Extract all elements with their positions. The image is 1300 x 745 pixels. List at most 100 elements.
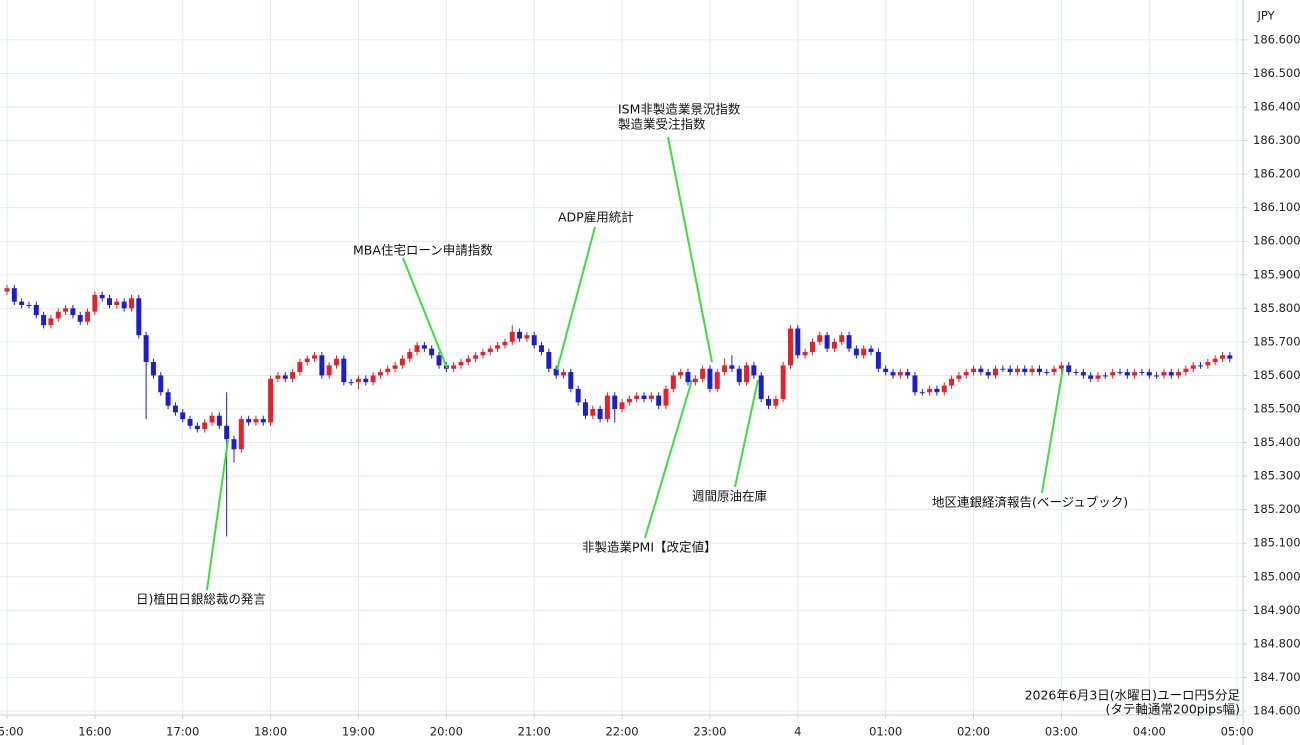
candle-body bbox=[224, 425, 230, 440]
candle-body bbox=[817, 335, 823, 342]
x-tick-label: 15:00 bbox=[0, 725, 24, 739]
candle-body bbox=[414, 345, 420, 352]
candle-body bbox=[319, 355, 325, 376]
candle-body bbox=[1168, 372, 1174, 376]
candle-body bbox=[714, 372, 720, 389]
candle-body bbox=[634, 395, 640, 399]
candle-body bbox=[231, 439, 237, 450]
candle-body bbox=[216, 415, 222, 426]
candle-body bbox=[150, 362, 156, 376]
annotation-text: 地区連銀経済報告(ベージュブック) bbox=[932, 495, 1128, 510]
candle-body bbox=[480, 351, 486, 356]
candle-body bbox=[949, 378, 955, 386]
candle-body bbox=[55, 311, 61, 319]
candle-body bbox=[626, 398, 632, 403]
y-tick-label: 186.400 bbox=[1253, 100, 1300, 114]
candle-body bbox=[136, 298, 142, 336]
annotation-text: 製造業受注指数 bbox=[618, 117, 706, 132]
candle-body bbox=[495, 345, 501, 349]
candle-body bbox=[1022, 368, 1028, 373]
y-tick-label: 184.600 bbox=[1253, 703, 1300, 717]
candle-body bbox=[531, 335, 537, 346]
y-axis-label: JPY bbox=[1256, 9, 1275, 23]
candle-body bbox=[744, 365, 750, 383]
candle-body bbox=[473, 355, 479, 359]
annotation-leader bbox=[556, 226, 596, 371]
candle-body bbox=[1139, 372, 1145, 374]
candle-body bbox=[1029, 368, 1035, 373]
candle-body bbox=[282, 375, 288, 379]
candle-body bbox=[1007, 368, 1013, 373]
candle-body bbox=[202, 422, 208, 430]
y-tick-label: 185.400 bbox=[1253, 435, 1300, 449]
candle-body bbox=[451, 365, 457, 369]
annotation-text: 週間原油在庫 bbox=[692, 489, 767, 504]
y-tick-label: 185.300 bbox=[1253, 469, 1300, 483]
candle-body bbox=[656, 395, 662, 406]
y-tick-label: 186.200 bbox=[1253, 167, 1300, 181]
candle-body bbox=[927, 388, 933, 393]
candle-body bbox=[502, 341, 508, 346]
candle-body bbox=[341, 358, 347, 383]
candle-body bbox=[941, 385, 947, 393]
candle-body bbox=[253, 419, 259, 423]
candle-body bbox=[1132, 372, 1138, 376]
candle-body bbox=[1205, 362, 1211, 366]
candle-body bbox=[883, 368, 889, 373]
candle-body bbox=[773, 398, 779, 406]
candle-body bbox=[392, 365, 398, 369]
candle-body bbox=[172, 405, 178, 413]
candle-body bbox=[912, 375, 918, 393]
candle-body bbox=[824, 335, 830, 349]
candle-body bbox=[41, 315, 47, 326]
x-tick-label: 01:00 bbox=[869, 725, 902, 739]
candle-body bbox=[1183, 368, 1189, 373]
y-tick-label: 184.900 bbox=[1253, 603, 1300, 617]
candle-body bbox=[1044, 372, 1050, 374]
candle-body bbox=[399, 358, 405, 366]
y-tick-label: 185.800 bbox=[1253, 301, 1300, 315]
candle-body bbox=[590, 409, 596, 416]
annotation-text: MBA住宅ローン申請指数 bbox=[353, 243, 493, 258]
footer: 2026年6月3日(水曜日)ユーロ円5分足 bbox=[1025, 688, 1241, 703]
candle-body bbox=[1146, 372, 1152, 376]
candle-body bbox=[1124, 372, 1130, 376]
candle-body bbox=[180, 412, 186, 420]
candle-body bbox=[85, 311, 91, 322]
candle-body bbox=[407, 351, 413, 359]
candle-body bbox=[19, 301, 25, 305]
candle-body bbox=[1110, 372, 1116, 376]
y-tick-label: 185.200 bbox=[1253, 502, 1300, 516]
candle-body bbox=[707, 368, 713, 389]
x-tick-label: 19:00 bbox=[342, 725, 375, 739]
candle-body bbox=[619, 402, 625, 410]
candle-body bbox=[685, 372, 691, 383]
candle-body bbox=[1073, 372, 1079, 374]
annotation-leader bbox=[1041, 367, 1064, 494]
candle-body bbox=[63, 308, 69, 312]
candle-body bbox=[795, 328, 801, 356]
candle-body bbox=[268, 378, 274, 423]
y-tick-label: 185.900 bbox=[1253, 267, 1300, 281]
candle-body bbox=[128, 298, 134, 309]
x-tick-label: 04:00 bbox=[1133, 725, 1166, 739]
candle-body bbox=[377, 372, 383, 376]
candle-body bbox=[1190, 365, 1196, 369]
annotation-text: 日)植田日銀総裁の発言 bbox=[136, 592, 266, 607]
footer: (タテ軸通常200pips幅) bbox=[1106, 702, 1240, 717]
candle-body bbox=[1066, 365, 1072, 373]
candle-body bbox=[993, 368, 998, 376]
x-tick-label: 22:00 bbox=[605, 725, 638, 739]
candle-body bbox=[612, 395, 618, 410]
candle-body bbox=[1198, 365, 1204, 367]
candle-body bbox=[766, 398, 772, 406]
plot-area bbox=[4, 284, 1233, 537]
y-tick-label: 186.600 bbox=[1253, 32, 1300, 46]
candle-body bbox=[48, 318, 54, 326]
candle-body bbox=[956, 375, 962, 379]
candle-body bbox=[561, 372, 566, 376]
candle-body bbox=[355, 378, 361, 383]
candle-body bbox=[1058, 365, 1064, 369]
candle-body bbox=[568, 372, 574, 389]
candle-body bbox=[751, 365, 757, 376]
